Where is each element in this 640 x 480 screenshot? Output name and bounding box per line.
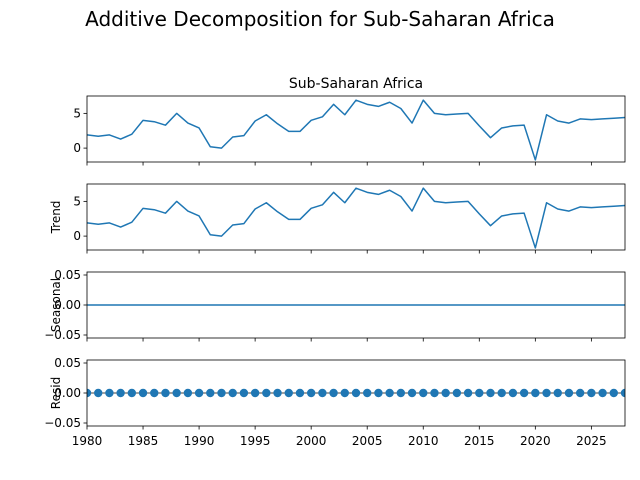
resid-point [620, 388, 625, 398]
y-tick-label: 5 [73, 194, 81, 208]
resid-point [206, 388, 215, 398]
panel-frame [86, 183, 626, 251]
resid-point [127, 388, 137, 398]
y-axis-label: Resid [49, 377, 63, 409]
resid-point [351, 388, 361, 398]
resid-point [598, 388, 607, 398]
resid-point [161, 388, 170, 398]
panel-resid: Resid 0.05 0.00 −0.05 1980 1985 1990 1995 2000 20… [44, 356, 626, 448]
resid-point [486, 388, 495, 398]
resid-point [441, 388, 450, 398]
y-axis-label: Trend [49, 201, 63, 235]
series-trend [87, 187, 625, 249]
x-tick-label: 2020 [520, 434, 551, 448]
series-resid [87, 388, 625, 398]
y-axis-label: Seasonal [49, 278, 63, 332]
resid-point [531, 388, 540, 398]
resid-point [463, 388, 473, 398]
resid-point [553, 388, 562, 398]
resid-point [497, 388, 506, 398]
y-tick-label: 0.00 [54, 298, 81, 312]
x-tick-label: 1980 [72, 434, 103, 448]
y-tick-label: 0.05 [54, 356, 81, 370]
x-tick-label: 1985 [128, 434, 159, 448]
resid-point [542, 388, 551, 398]
resid-point [508, 388, 518, 398]
resid-point [116, 388, 125, 398]
resid-point [228, 388, 237, 398]
resid-point [452, 388, 462, 398]
panel-observed: Sub-Saharan Africa 0 5 [73, 76, 626, 166]
resid-point [430, 388, 439, 398]
y-tick-label: −0.05 [44, 328, 81, 342]
y-tick-label: 0.05 [54, 268, 81, 282]
panel-frame [86, 359, 626, 427]
panel-trend: Trend 0 5 [49, 183, 626, 254]
resid-point [396, 388, 406, 398]
resid-point [94, 388, 103, 398]
resid-point [419, 388, 428, 398]
resid-point [172, 388, 181, 398]
resid-point [564, 388, 574, 398]
panel-frame [86, 271, 626, 339]
y-tick-label: −0.05 [44, 416, 81, 430]
series-observed [87, 99, 625, 161]
figure-title: Additive Decomposition for Sub-Saharan A… [85, 7, 555, 31]
series-line [87, 187, 625, 249]
resid-point [284, 388, 293, 398]
resid-point [262, 388, 271, 398]
x-tick-label: 2025 [576, 434, 607, 448]
resid-point [575, 388, 585, 398]
resid-point [609, 388, 618, 398]
panel-title: Sub-Saharan Africa [289, 76, 423, 92]
series-line [87, 99, 625, 161]
resid-point [183, 388, 193, 398]
resid-point [318, 388, 327, 398]
resid-point [475, 388, 484, 398]
resid-point [587, 388, 596, 398]
x-tick-label: 1990 [184, 434, 215, 448]
resid-point [306, 388, 316, 398]
x-tick-label: 2015 [464, 434, 495, 448]
panels-group: Sub-Saharan Africa05Trend05Seasonal0.050… [44, 76, 626, 448]
resid-point [329, 388, 338, 398]
resid-point [385, 388, 394, 398]
y-tick-label: 5 [73, 106, 81, 120]
resid-point [374, 388, 383, 398]
resid-point [340, 388, 349, 398]
resid-point [87, 388, 92, 398]
resid-point [138, 388, 148, 398]
x-tick-label: 2005 [352, 434, 383, 448]
resid-point [250, 388, 260, 398]
resid-point [105, 388, 114, 398]
resid-point [363, 388, 372, 398]
y-tick-label: 0 [73, 141, 81, 155]
x-tick-label: 2000 [296, 434, 327, 448]
resid-point [519, 388, 529, 398]
resid-point [295, 388, 305, 398]
resid-point [150, 388, 159, 398]
resid-point [194, 388, 204, 398]
resid-point [239, 388, 249, 398]
resid-point [273, 388, 282, 398]
x-tick-label: 1995 [240, 434, 271, 448]
panel-frame [86, 95, 626, 163]
y-tick-label: 0.00 [54, 386, 81, 400]
y-tick-label: 0 [73, 229, 81, 243]
x-tick-label: 2010 [408, 434, 439, 448]
resid-point [217, 388, 226, 398]
resid-point [407, 388, 417, 398]
